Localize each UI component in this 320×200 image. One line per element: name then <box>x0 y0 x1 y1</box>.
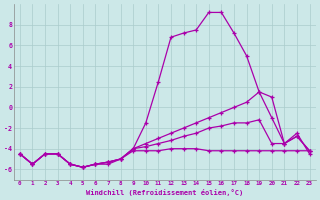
X-axis label: Windchill (Refroidissement éolien,°C): Windchill (Refroidissement éolien,°C) <box>86 189 243 196</box>
